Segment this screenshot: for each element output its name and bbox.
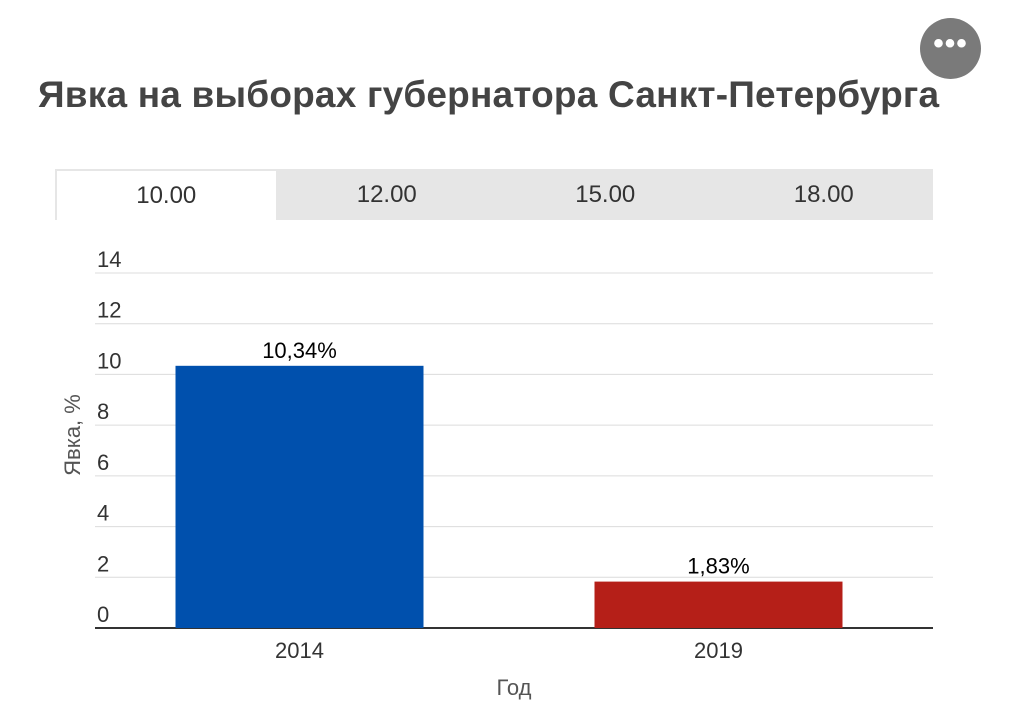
chart-title: Явка на выборах губернатора Санкт-Петерб… xyxy=(38,74,940,115)
x-tick-label: 2019 xyxy=(694,638,743,663)
y-tick-label: 0 xyxy=(97,602,109,627)
data-label-2014: 10,34% xyxy=(262,338,337,363)
y-tick-label: 10 xyxy=(97,348,121,373)
more-options-button[interactable]: ••• xyxy=(920,18,981,79)
time-tabs: 10.00 12.00 15.00 18.00 xyxy=(55,169,933,220)
tab-12-00[interactable]: 12.00 xyxy=(356,180,417,208)
y-axis-title: Явка, % xyxy=(60,394,85,476)
bar-2014[interactable] xyxy=(175,365,424,628)
y-tick-label: 4 xyxy=(97,501,109,526)
y-tick-label: 8 xyxy=(97,399,109,424)
tab-15-00[interactable]: 15.00 xyxy=(575,180,636,208)
x-tick-label: 2014 xyxy=(275,638,324,663)
y-tick-label: 14 xyxy=(97,247,121,272)
y-tick-label: 12 xyxy=(97,298,121,323)
tab-18-00[interactable]: 18.00 xyxy=(793,180,854,208)
y-tick-label: 2 xyxy=(97,551,109,576)
y-tick-label: 6 xyxy=(97,450,109,475)
tab-10-00[interactable]: 10.00 xyxy=(55,169,278,220)
ellipsis-icon: ••• xyxy=(933,26,968,60)
data-label-2019: 1,83% xyxy=(687,554,749,579)
x-axis-title: Год xyxy=(496,675,531,700)
bar-2019[interactable] xyxy=(594,581,843,628)
